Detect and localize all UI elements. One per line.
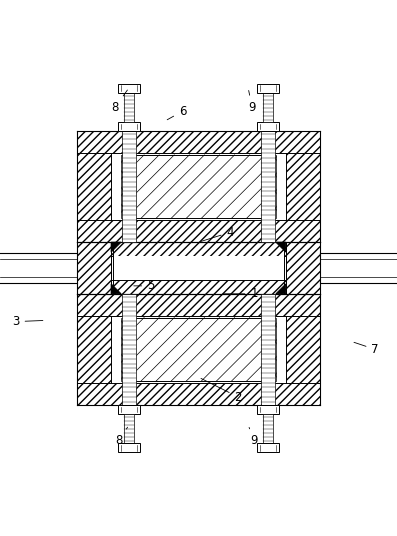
Bar [77,131,320,153]
Bar [257,122,279,131]
Bar [77,280,320,294]
Bar [118,405,140,414]
Bar [257,443,279,452]
Bar [124,414,134,443]
Bar [77,242,320,256]
Bar [121,318,131,381]
Bar [257,405,279,414]
Bar [286,294,320,405]
Text: 2: 2 [201,378,242,404]
Polygon shape [111,242,121,252]
Bar [124,93,134,122]
Bar [77,294,320,316]
Bar [77,220,320,242]
Text: 6: 6 [167,105,186,120]
Bar [261,294,275,405]
Text: 8: 8 [116,427,127,447]
Bar [122,131,136,242]
Bar [286,131,320,242]
Bar [257,84,279,93]
Text: 9: 9 [249,91,256,114]
Polygon shape [276,242,286,252]
Bar [118,84,140,93]
Text: 4: 4 [201,226,234,241]
Bar [263,93,273,122]
Bar [261,131,275,242]
Polygon shape [276,284,286,294]
Bar [77,294,111,405]
Bar [266,155,276,218]
Text: 5: 5 [134,279,154,292]
Bar [263,414,273,443]
Bar [77,242,111,294]
Text: 8: 8 [112,90,127,114]
Bar [113,256,284,280]
Bar [118,122,140,131]
Bar [122,294,136,405]
Text: 3: 3 [12,315,43,328]
Bar [77,131,111,242]
Text: 1: 1 [223,287,258,300]
Bar [129,318,268,381]
Bar [286,242,320,294]
Bar [129,155,268,218]
Polygon shape [111,284,121,294]
Bar [266,318,276,381]
Bar [121,155,131,218]
Text: 7: 7 [354,343,379,356]
Text: 9: 9 [249,427,258,447]
Bar [77,383,320,405]
Bar [118,443,140,452]
